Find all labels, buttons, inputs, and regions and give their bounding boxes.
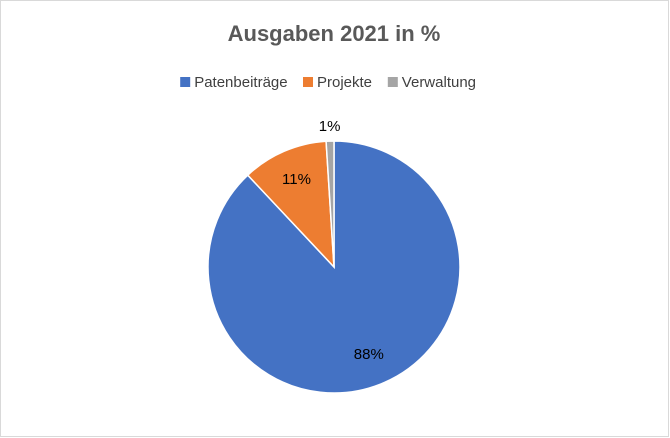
legend-label: Verwaltung	[402, 74, 476, 91]
chart-title: Ausgaben 2021 in %	[228, 21, 441, 46]
pie-slice	[246, 140, 335, 270]
data-label: 1%	[319, 118, 341, 135]
legend-label: Patenbeiträge	[194, 74, 287, 91]
legend-swatch	[180, 77, 191, 87]
legend-swatch	[303, 77, 313, 87]
pie-slice	[207, 140, 461, 394]
pie-slice	[325, 140, 335, 268]
legend-label: Projekte	[317, 74, 372, 91]
legend-swatch	[387, 77, 398, 87]
data-label: 88%	[354, 346, 384, 363]
data-label: 11%	[282, 171, 311, 188]
